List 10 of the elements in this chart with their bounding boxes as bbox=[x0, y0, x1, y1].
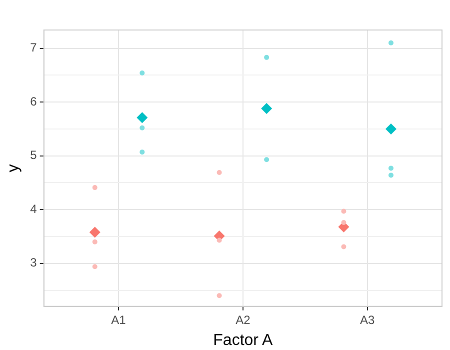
y-tick-label: 7 bbox=[30, 40, 38, 55]
x-tick-label: A1 bbox=[111, 312, 126, 327]
y-tick-label: 3 bbox=[30, 256, 38, 270]
x-tick-label: A2 bbox=[236, 312, 251, 327]
x-axis-title: Factor A bbox=[213, 332, 274, 349]
x-tick-label: A3 bbox=[360, 312, 376, 327]
y-tick-label: 5 bbox=[30, 148, 38, 162]
y-tick-label: 4 bbox=[30, 202, 38, 216]
y-axis-title: y bbox=[5, 164, 22, 172]
y-tick-label: 6 bbox=[30, 94, 38, 108]
